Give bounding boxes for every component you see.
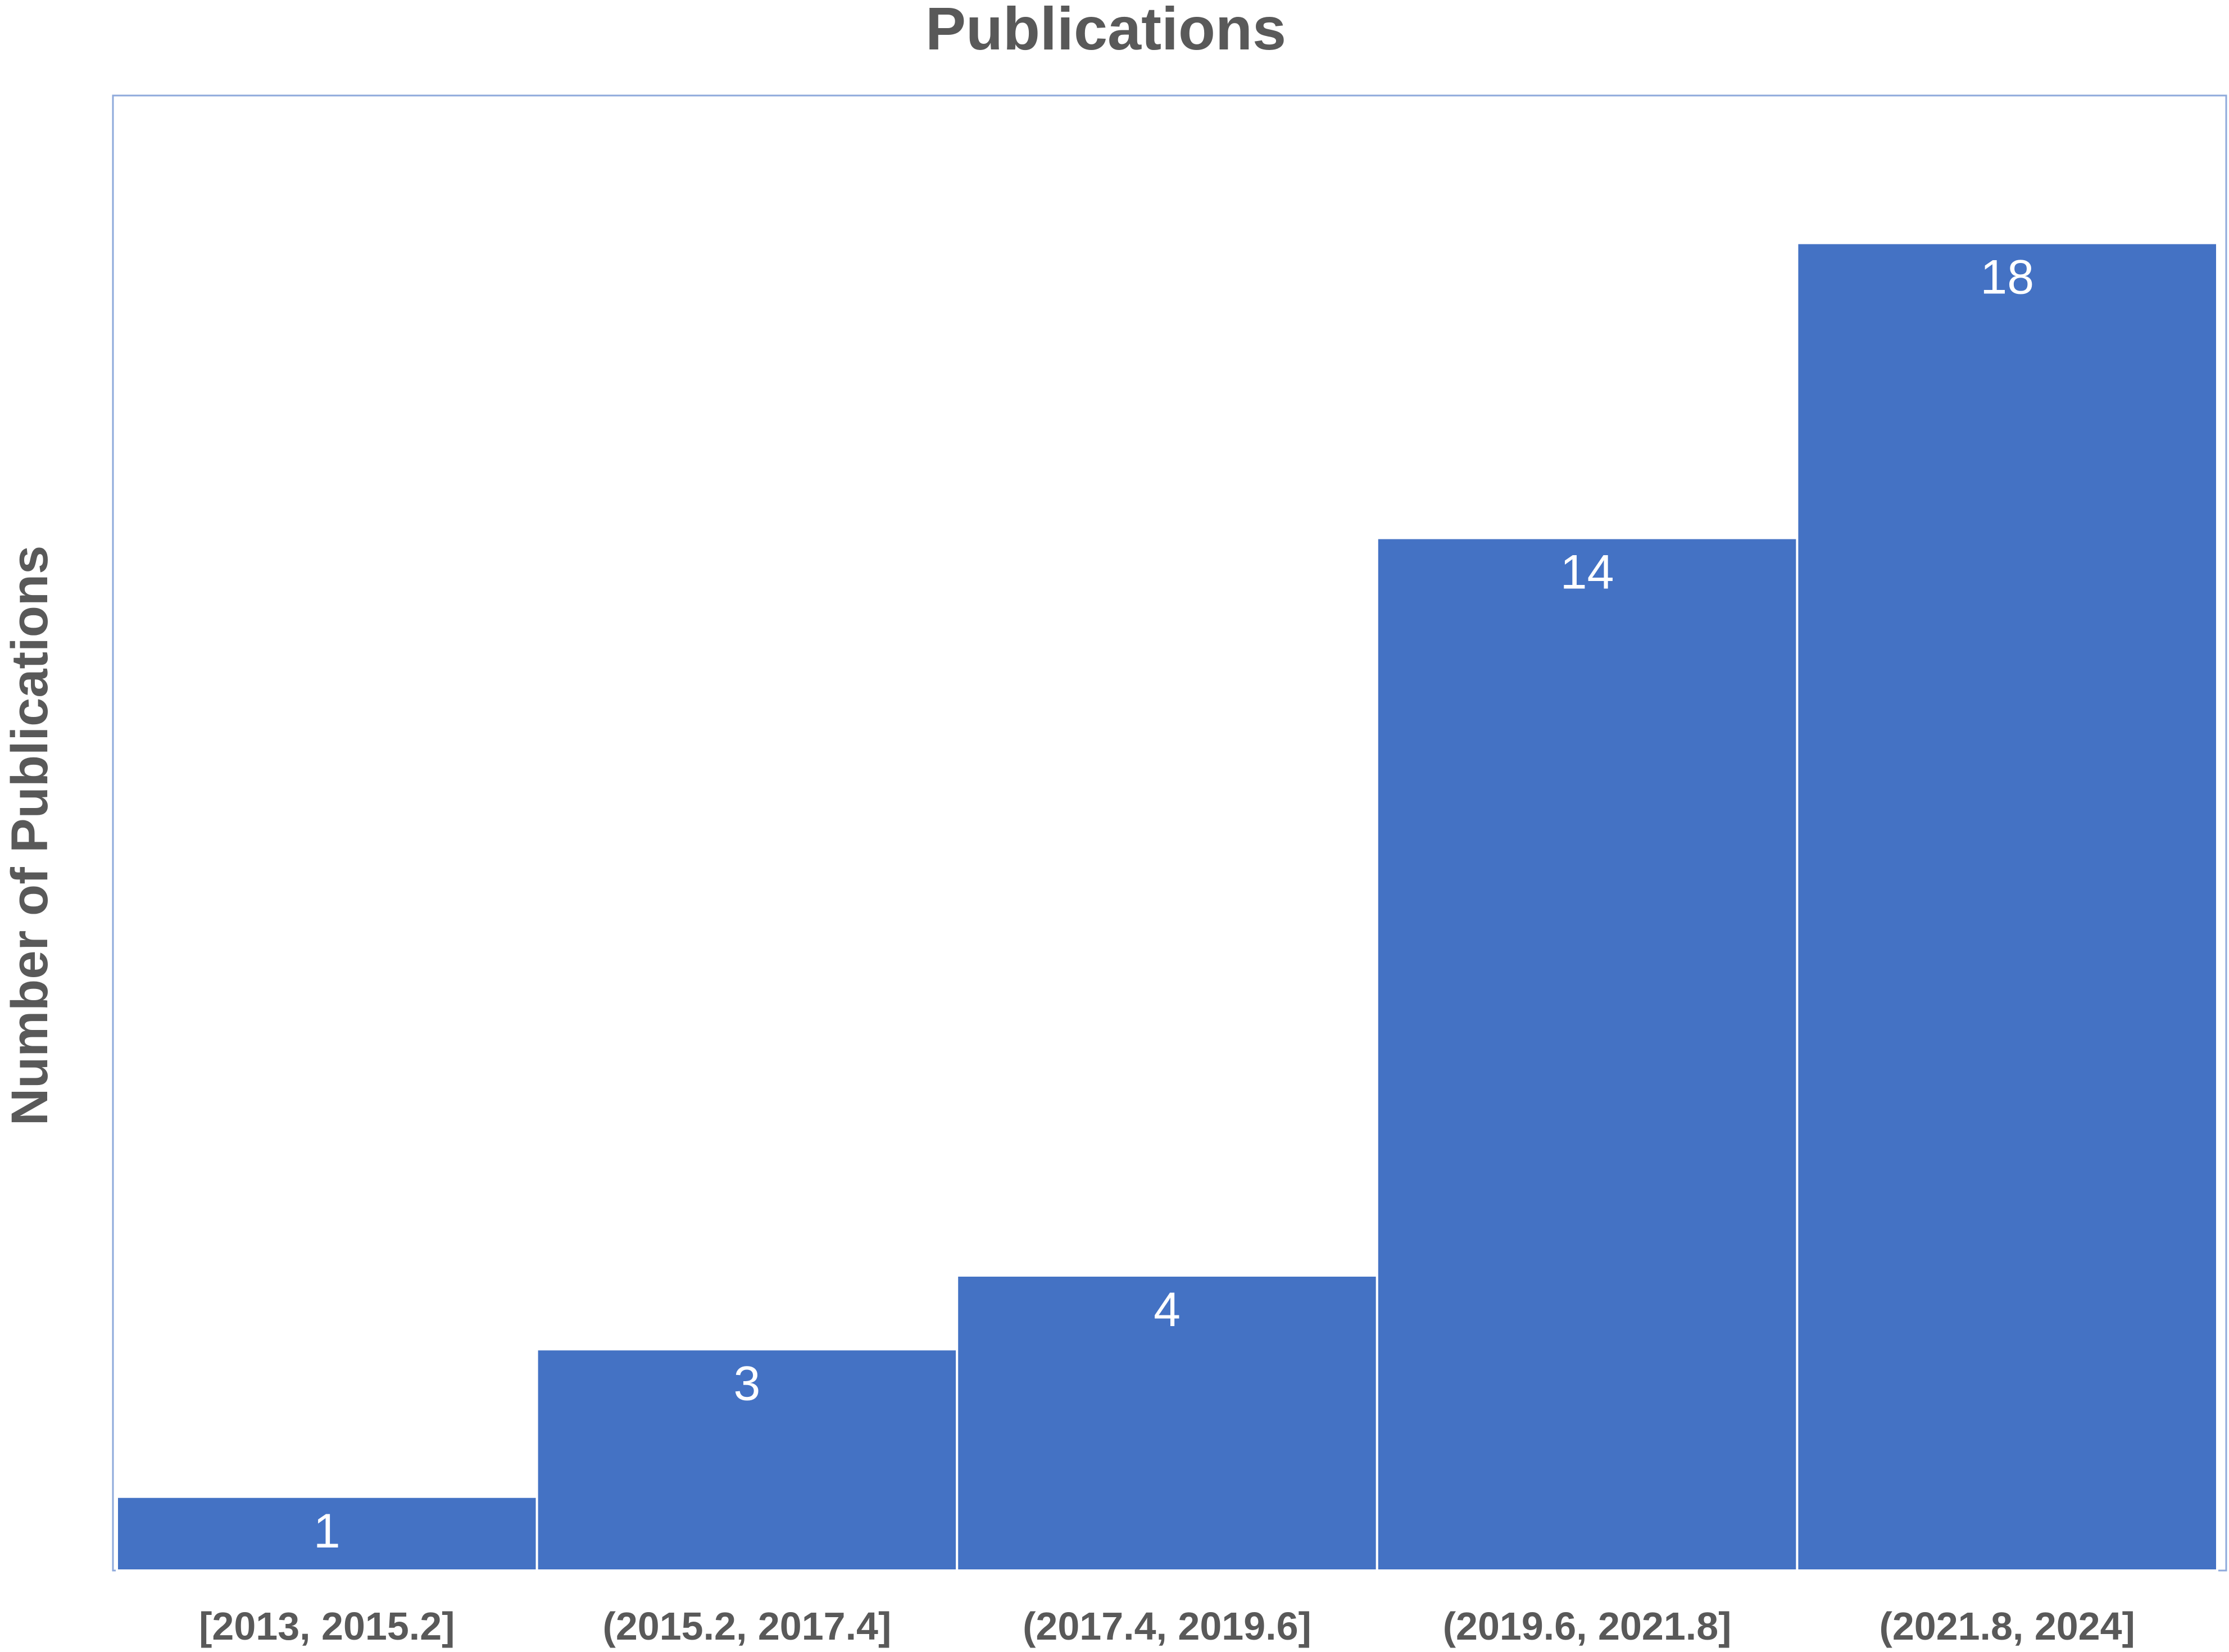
x-axis-tick-labels: [2013, 2015.2] (2015.2, 2017.4] (2017.4, 2… — [199, 1604, 2135, 1648]
x-tick-label-4: (2019.6, 2021.8] — [1443, 1604, 1732, 1648]
x-tick-label-2: (2015.2, 2017.4] — [603, 1604, 892, 1648]
bar-4 — [1375, 537, 1799, 1572]
data-label-2: 3 — [733, 1356, 760, 1410]
x-tick-label-3: (2017.4, 2019.6] — [1023, 1604, 1311, 1648]
x-tick-label-5: (2021.8, 2024] — [1880, 1604, 2135, 1648]
data-label-4: 14 — [1560, 546, 1614, 600]
bar-3 — [956, 1274, 1378, 1572]
bar-1 — [116, 1495, 538, 1572]
bars-group — [116, 242, 2218, 1572]
data-labels-group: 1 3 4 14 18 — [314, 251, 2034, 1558]
chart-title: Publications — [925, 0, 1286, 62]
y-axis-label: Number of Publications — [1, 546, 58, 1126]
bar-5 — [1796, 242, 2218, 1572]
data-label-1: 1 — [314, 1504, 341, 1558]
data-label-3: 4 — [1154, 1283, 1181, 1337]
data-label-5: 18 — [1980, 251, 2034, 305]
x-tick-label-1: [2013, 2015.2] — [199, 1604, 455, 1648]
bar-2 — [535, 1348, 959, 1572]
